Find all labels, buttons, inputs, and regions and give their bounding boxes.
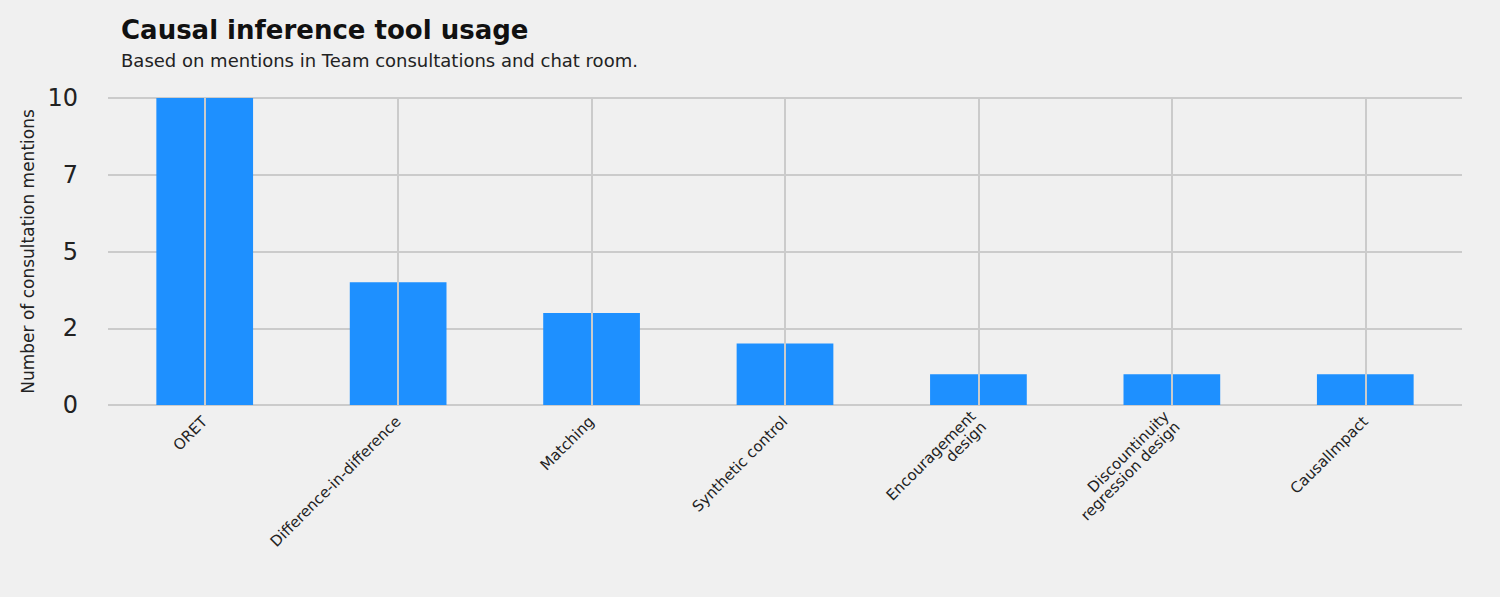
svg-text:design: design bbox=[942, 418, 990, 466]
svg-text:Synthetic control: Synthetic control bbox=[689, 413, 792, 516]
svg-text:10: 10 bbox=[47, 84, 78, 112]
svg-text:7: 7 bbox=[63, 161, 78, 189]
svg-text:Matching: Matching bbox=[536, 413, 597, 474]
svg-text:5: 5 bbox=[63, 238, 78, 266]
svg-text:CausalImpact: CausalImpact bbox=[1287, 413, 1372, 498]
svg-text:ORET: ORET bbox=[169, 412, 211, 454]
svg-text:Discountinuity: Discountinuity bbox=[1083, 407, 1173, 497]
svg-text:Difference-in-difference: Difference-in-difference bbox=[267, 413, 405, 551]
svg-text:2: 2 bbox=[63, 314, 78, 342]
svg-text:Number of consultation mention: Number of consultation mentions bbox=[18, 109, 38, 394]
svg-text:regression design: regression design bbox=[1077, 418, 1183, 524]
svg-text:Causal inference tool usage: Causal inference tool usage bbox=[121, 15, 528, 45]
svg-text:Based on mentions in Team cons: Based on mentions in Team consultations … bbox=[121, 50, 638, 71]
svg-text:Encouragement: Encouragement bbox=[883, 407, 980, 504]
svg-text:0: 0 bbox=[63, 391, 78, 419]
